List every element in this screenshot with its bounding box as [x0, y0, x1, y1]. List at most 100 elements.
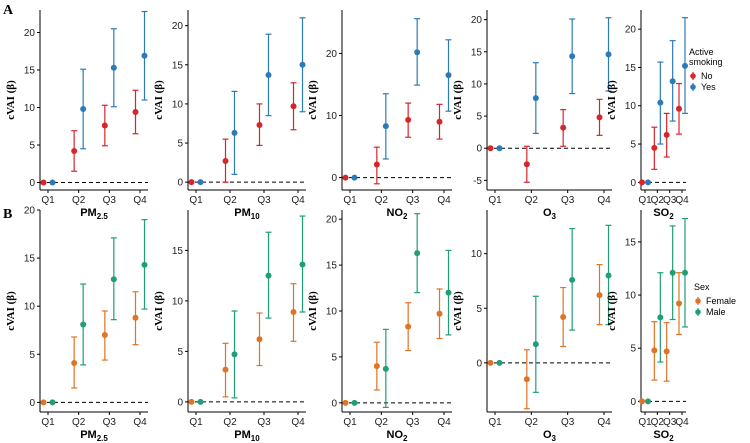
x-tick-label: Q3 [257, 417, 271, 428]
x-tick-label: Q1 [638, 195, 652, 206]
legend-label: Female [706, 296, 736, 306]
data-point [445, 72, 452, 79]
y-tick-label: 5 [29, 350, 35, 361]
data-point [188, 179, 195, 186]
data-point [663, 131, 670, 138]
data-point [405, 323, 412, 330]
y-tick-label: 10 [625, 101, 637, 112]
legend-key-point [690, 84, 696, 90]
x-tick-label: Q2 [223, 417, 237, 428]
y-tick-label: 0 [331, 173, 337, 184]
legend-key-point [690, 73, 696, 79]
y-tick-label: 10 [471, 249, 483, 260]
data-point [49, 399, 56, 406]
data-point [639, 179, 645, 186]
data-point [436, 310, 443, 317]
x-axis-label: SO2 [653, 429, 674, 443]
y-tick-label: 10 [326, 307, 338, 318]
data-point [496, 145, 503, 152]
y-axis-label: cVAI (β) [606, 80, 618, 120]
series-yes [197, 17, 306, 186]
x-tick-label: Q1 [343, 417, 357, 428]
x-tick-label: Q2 [72, 195, 86, 206]
data-point [197, 398, 204, 405]
y-tick-label: 5 [177, 347, 183, 358]
y-tick-label: 15 [326, 261, 338, 272]
y-tick-label: 20 [24, 206, 36, 217]
legend-entry-yes: Yes [690, 82, 716, 92]
x-tick-label: Q2 [525, 195, 539, 206]
panel-b-4: 0 5 10 Q1 Q2 Q3 Q4 O3 cVAI (β) [452, 210, 612, 443]
data-point [290, 309, 297, 316]
data-point [487, 359, 494, 366]
data-point [663, 348, 670, 355]
y-axis-label: cVAI (β) [606, 291, 618, 331]
data-point [256, 122, 263, 129]
y-tick-label: 20 [326, 215, 338, 226]
x-tick-label: Q1 [488, 417, 502, 428]
series-female [40, 291, 139, 406]
y-tick-label: 5 [476, 112, 482, 123]
x-tick-label: Q4 [437, 417, 451, 428]
y-tick-label: 15 [172, 246, 184, 257]
x-axis-label: PM10 [234, 207, 260, 221]
data-point [71, 359, 78, 366]
data-point [382, 123, 389, 130]
series-male [645, 217, 688, 405]
data-point [80, 321, 87, 328]
data-point [523, 376, 530, 383]
y-axis-label: cVAI (β) [153, 80, 165, 120]
data-point [110, 64, 117, 71]
y-axis-label: cVAI (β) [5, 291, 17, 331]
y-tick-label: 10 [24, 302, 36, 313]
data-point [141, 261, 148, 268]
y-tick-label: 5 [630, 140, 636, 151]
x-tick-label: Q2 [651, 195, 665, 206]
data-point [532, 341, 539, 348]
legend-entry-male: Male [695, 307, 726, 317]
data-point [560, 124, 567, 131]
data-point [657, 314, 664, 321]
y-tick-label: 10 [172, 99, 184, 110]
x-tick-label: Q2 [72, 417, 86, 428]
data-point [676, 105, 682, 112]
y-tick-label: 0 [177, 178, 183, 189]
series-no [487, 98, 603, 183]
x-tick-label: Q1 [488, 195, 502, 206]
data-point [414, 49, 421, 56]
x-tick-label: Q4 [133, 417, 147, 428]
panel-a-2: 0 5 10 15 20 Q1 Q2 Q3 Q4 PM10 cVAI (β) [153, 10, 306, 221]
y-tick-label: 0 [630, 397, 636, 408]
x-tick-label: Q4 [133, 195, 147, 206]
x-axis-label: O3 [543, 429, 557, 443]
data-point [265, 71, 272, 78]
x-axis-label: PM10 [234, 429, 260, 443]
y-tick-label: 20 [471, 15, 483, 26]
x-tick-label: Q4 [597, 417, 611, 428]
legend-label: No [701, 71, 713, 81]
data-point [414, 250, 421, 257]
y-axis-label: cVAI (β) [307, 80, 319, 120]
data-point [532, 95, 539, 102]
data-point [645, 179, 651, 186]
series-yes [645, 17, 688, 186]
x-axis-label: PM2.5 [80, 207, 108, 221]
y-tick-label: 0 [476, 144, 482, 155]
y-tick-label: 5 [177, 139, 183, 150]
series-male [49, 219, 148, 406]
y-tick-label: -5 [473, 176, 482, 187]
y-tick-label: 15 [24, 66, 36, 77]
data-point [676, 300, 682, 307]
y-tick-label: 0 [630, 178, 636, 189]
x-tick-label: Q3 [406, 417, 420, 428]
y-axis-label: cVAI (β) [5, 80, 17, 120]
x-tick-label: Q2 [223, 195, 237, 206]
data-point [101, 332, 108, 339]
data-point [682, 269, 688, 276]
y-tick-label: 20 [172, 21, 184, 32]
data-point [445, 289, 452, 296]
y-tick-label: 0 [29, 398, 35, 409]
